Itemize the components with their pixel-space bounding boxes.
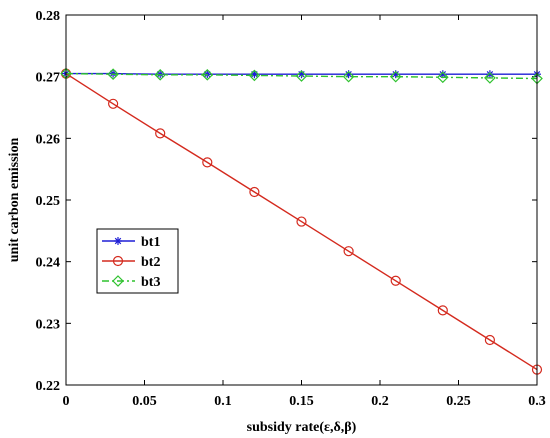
x-tick-label: 0.25	[446, 394, 471, 409]
asterisk-point	[485, 70, 494, 79]
legend-label: bt3	[141, 275, 160, 290]
circle-point	[296, 216, 307, 227]
y-tick-label: 0.27	[36, 71, 61, 86]
plot-frame	[65, 14, 538, 386]
y-axis-title: unit carbon emission	[7, 138, 22, 263]
x-tick-label: 0.1	[214, 394, 232, 409]
circle-point	[249, 186, 260, 198]
x-tick-label: 0	[63, 394, 70, 409]
y-tick-label: 0.25	[36, 194, 61, 209]
circle-point	[437, 305, 448, 316]
diamond-point	[248, 69, 261, 82]
plot-series	[60, 67, 543, 375]
circle-point	[112, 255, 124, 267]
x-axis-ticks: 0 0.05 0.1 0.15 0.2 0.25 0.3	[63, 15, 546, 409]
circle-point	[202, 157, 213, 168]
diamond-point	[342, 70, 355, 83]
diamond-point	[154, 68, 167, 81]
diamond-point	[112, 275, 124, 287]
x-tick-label: 0.2	[371, 394, 389, 409]
y-tick-label: 0.24	[36, 256, 61, 271]
series-line	[65, 72, 538, 371]
circle-point	[107, 98, 119, 109]
circle-point	[390, 275, 401, 286]
circle-point	[484, 334, 495, 346]
legend-label: bt1	[141, 235, 160, 250]
series-line	[65, 72, 538, 80]
diamond-point	[201, 68, 214, 81]
y-tick-label: 0.26	[36, 132, 61, 147]
series-bt3	[60, 67, 543, 85]
x-tick-label: 0.05	[132, 394, 157, 409]
diamond-point	[389, 70, 402, 83]
series-bt2	[60, 68, 543, 375]
legend: bt1 bt2 bt3	[96, 228, 179, 294]
circle-point	[343, 246, 354, 257]
diamond-point	[295, 70, 308, 82]
legend-entry: bt2	[102, 255, 160, 270]
y-tick-label: 0.22	[36, 379, 61, 394]
diamond-point	[484, 72, 496, 84]
asterisk-point	[114, 237, 122, 245]
y-tick-label: 0.28	[36, 9, 61, 24]
y-tick-label: 0.23	[36, 317, 61, 332]
diamond-point	[107, 68, 119, 81]
x-tick-label: 0.15	[289, 394, 314, 409]
x-axis-title: subsidy rate(ε,δ,β)	[247, 420, 357, 435]
y-axis-ticks: 0.22 0.23 0.24 0.25 0.26 0.27 0.28	[36, 9, 537, 394]
legend-entry: bt3	[102, 275, 160, 290]
legend-entry: bt1	[102, 235, 160, 250]
legend-label: bt2	[141, 255, 160, 270]
diamond-point	[436, 71, 449, 84]
x-tick-label: 0.3	[528, 394, 546, 409]
circle-point	[155, 128, 166, 139]
